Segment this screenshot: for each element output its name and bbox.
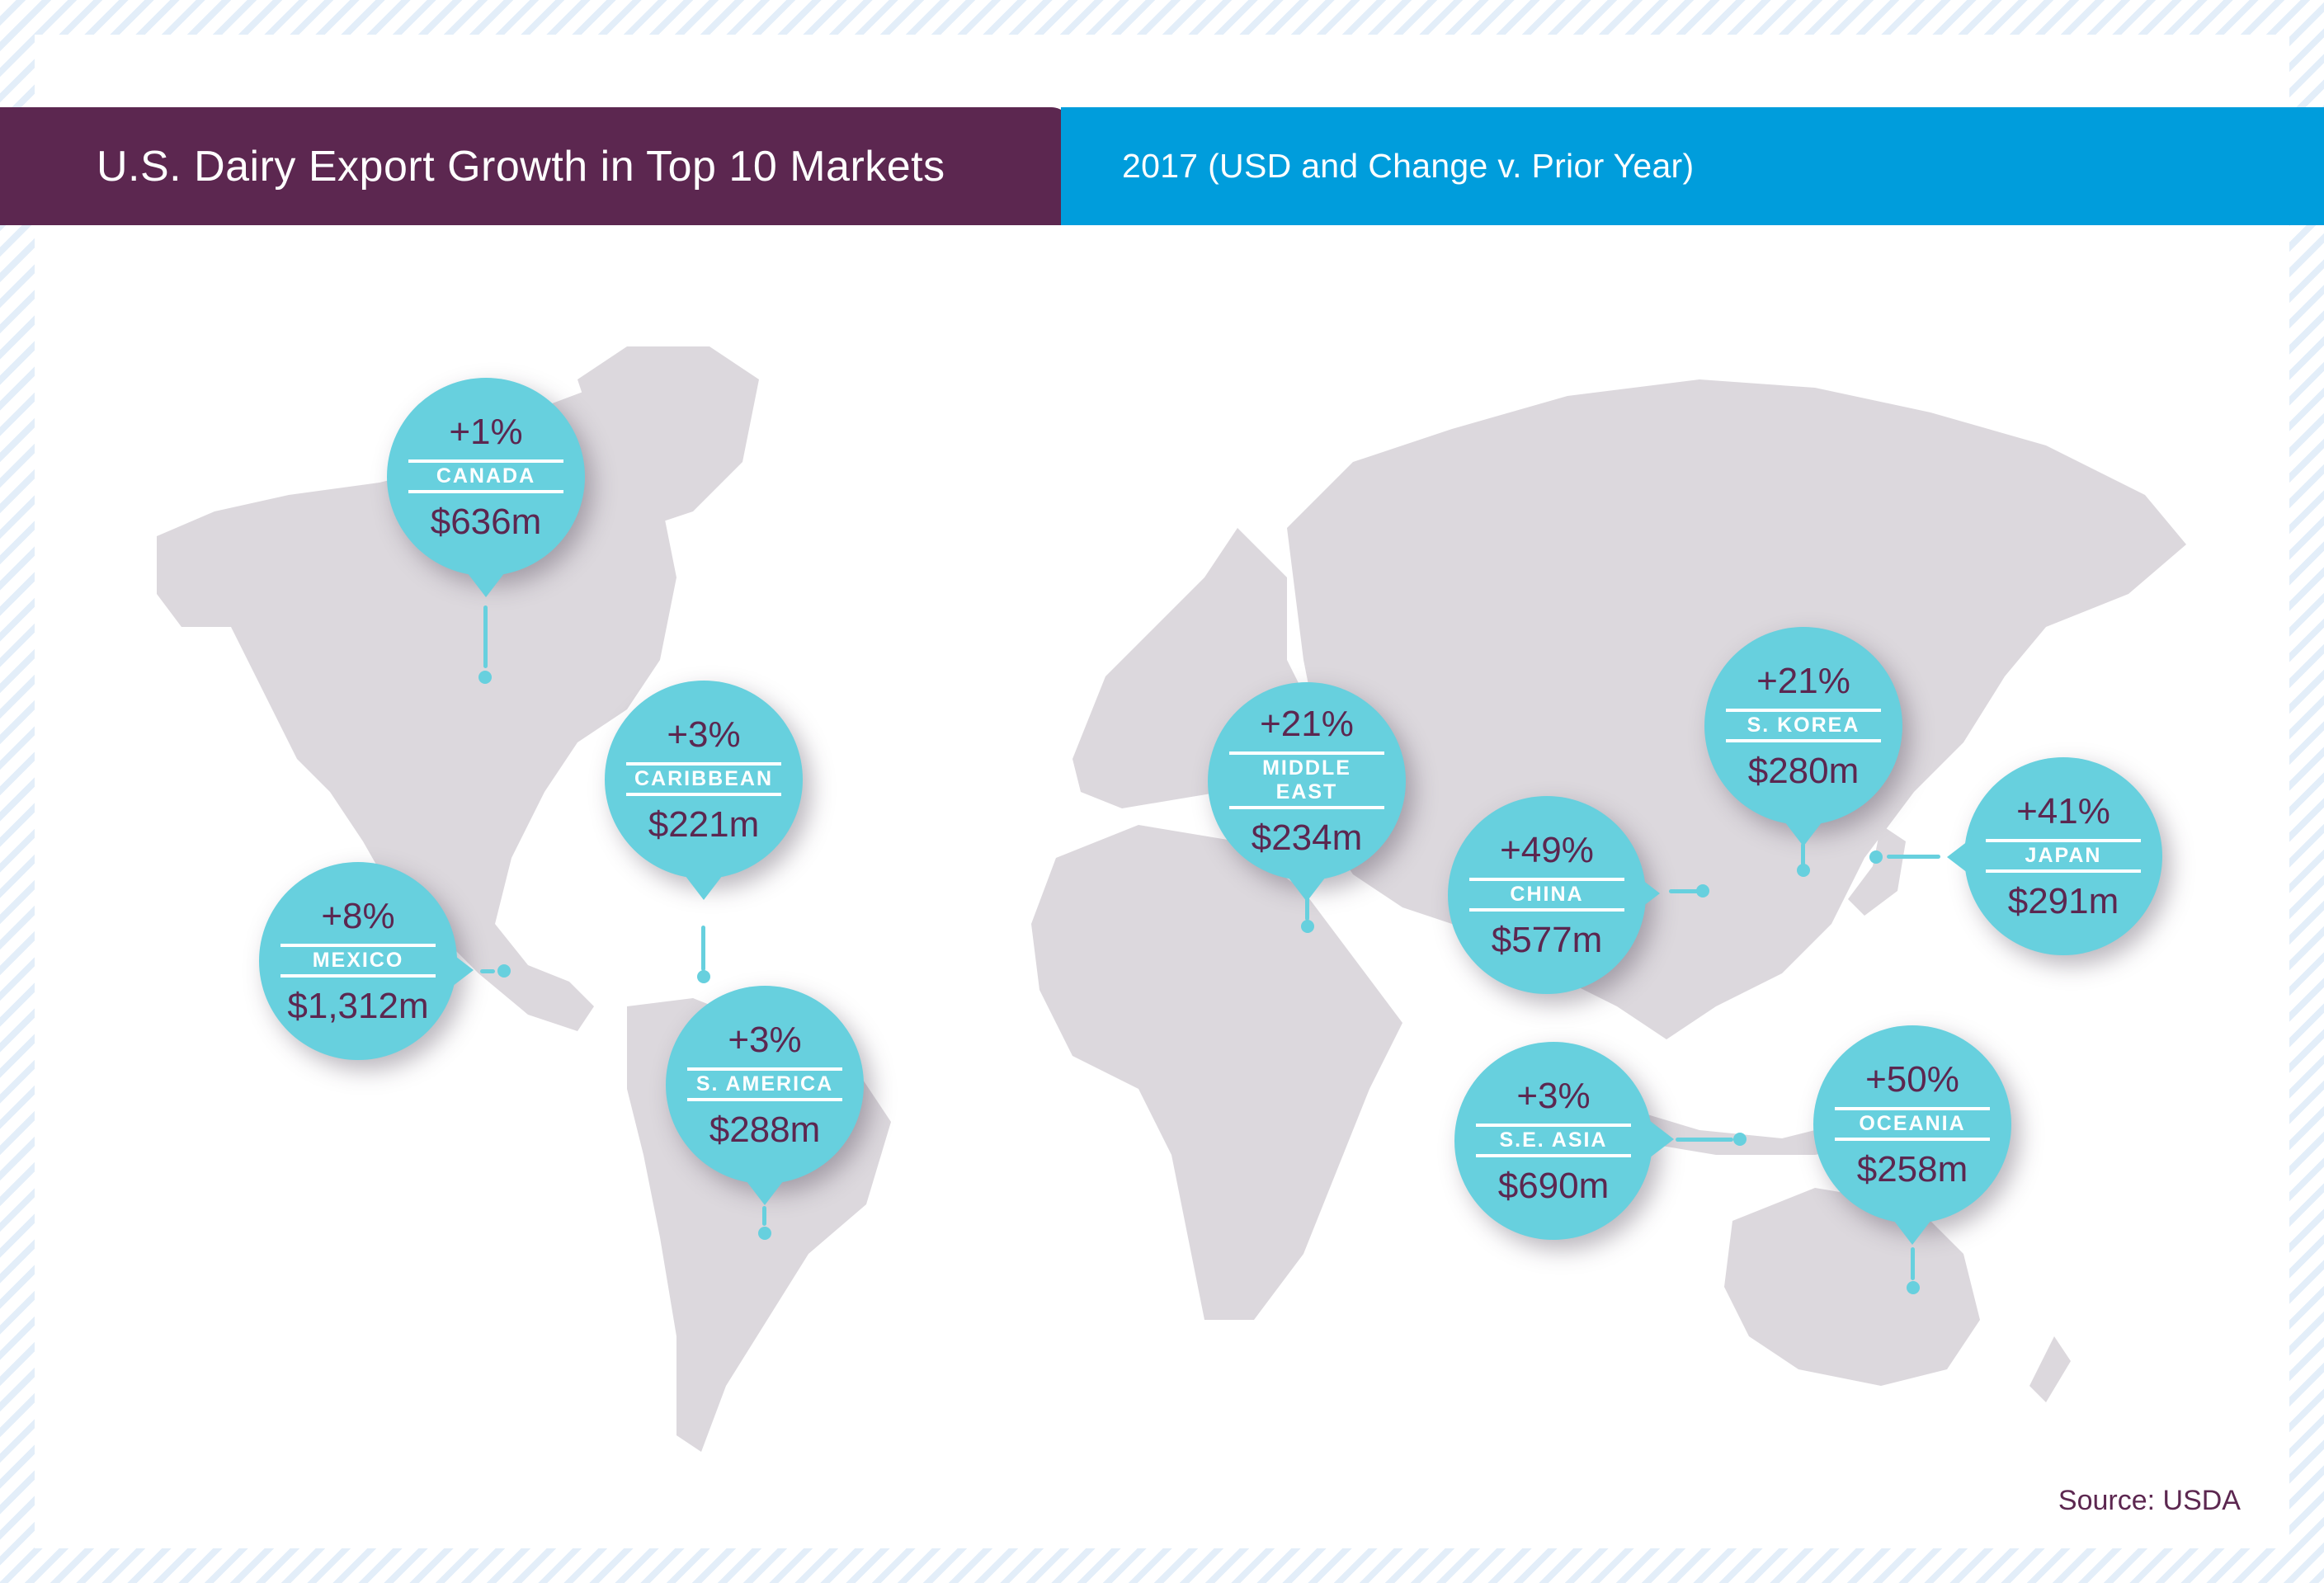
callout-pointer <box>682 872 725 900</box>
callout-pointer <box>1632 872 1660 915</box>
market-name: CARIBBEAN <box>626 761 781 796</box>
leader-line <box>1887 855 1940 859</box>
greenland <box>577 346 759 528</box>
export-value: $221m <box>648 803 760 845</box>
export-value: $291m <box>2007 880 2119 921</box>
callout-south-america: +3% S. AMERICA $288m <box>666 986 864 1184</box>
callout-pointer <box>464 569 507 597</box>
market-name: JAPAN <box>1986 838 2141 873</box>
leader-line <box>480 969 495 973</box>
location-dot <box>1907 1281 1920 1294</box>
header-title-bar: U.S. Dairy Export Growth in Top 10 Marke… <box>0 107 1072 225</box>
callout-oceania: +50% OCEANIA $258m <box>1813 1025 2011 1223</box>
export-value: $636m <box>430 501 542 542</box>
change-value: +49% <box>1500 829 1594 870</box>
callout-pointer <box>1947 836 1975 879</box>
market-name: OCEANIA <box>1835 1106 1990 1141</box>
market-name: MEXICO <box>280 943 436 978</box>
location-dot <box>1696 884 1709 898</box>
source-note: Source: USDA <box>2058 1485 2241 1516</box>
market-name: CHINA <box>1469 877 1624 912</box>
callout-caribbean: +3% CARIBBEAN $221m <box>605 681 803 879</box>
page-subtitle: 2017 (USD and Change v. Prior Year) <box>1122 147 1695 185</box>
change-value: +1% <box>449 411 523 452</box>
change-value: +3% <box>1516 1075 1591 1116</box>
callout-pointer <box>1782 818 1825 846</box>
callout-pointer <box>1891 1217 1934 1245</box>
location-dot <box>497 964 511 978</box>
callout-china: +49% CHINA $577m <box>1448 796 1646 994</box>
market-name: S.E. ASIA <box>1476 1123 1631 1157</box>
export-value: $280m <box>1747 750 1860 791</box>
japan <box>1848 825 1906 916</box>
location-dot <box>1733 1133 1747 1146</box>
export-value: $234m <box>1251 817 1363 858</box>
market-name: S. KOREA <box>1726 708 1881 742</box>
callout-pointer <box>1646 1118 1674 1161</box>
callout-pointer <box>445 949 474 992</box>
export-value: $288m <box>709 1109 821 1150</box>
market-name: S. AMERICA <box>687 1067 842 1101</box>
callout-canada: +1% CANADA $636m <box>387 378 585 576</box>
leader-line <box>701 926 705 971</box>
change-value: +3% <box>667 714 741 755</box>
market-name: CANADA <box>408 459 563 493</box>
change-value: +21% <box>1756 660 1850 701</box>
callout-southeast-asia: +3% S.E. ASIA $690m <box>1454 1042 1652 1240</box>
header-subtitle-bar: 2017 (USD and Change v. Prior Year) <box>1061 107 2324 225</box>
callout-japan: +41% JAPAN $291m <box>1964 757 2162 955</box>
leader-line <box>1801 843 1805 868</box>
market-name: MIDDLE EAST <box>1229 751 1384 809</box>
location-dot <box>758 1227 771 1240</box>
leader-line <box>1669 889 1702 893</box>
page-title: U.S. Dairy Export Growth in Top 10 Marke… <box>97 142 945 191</box>
location-dot <box>1869 850 1883 864</box>
export-value: $577m <box>1491 919 1603 960</box>
change-value: +50% <box>1865 1058 1959 1100</box>
location-dot <box>697 970 710 983</box>
change-value: +41% <box>2016 790 2110 832</box>
export-value: $258m <box>1856 1148 1968 1190</box>
leader-line <box>762 1206 766 1226</box>
leader-line <box>483 605 488 668</box>
callout-middle-east: +21% MIDDLE EAST $234m <box>1208 682 1406 880</box>
change-value: +3% <box>728 1019 802 1060</box>
leader-line <box>1305 896 1309 921</box>
change-value: +21% <box>1260 704 1354 744</box>
callout-pointer <box>743 1177 786 1205</box>
leader-line <box>1911 1247 1915 1280</box>
callout-mexico: +8% MEXICO $1,312m <box>259 862 457 1060</box>
new-zealand <box>2029 1336 2071 1402</box>
export-value: $690m <box>1497 1165 1610 1206</box>
leader-line <box>1676 1138 1733 1142</box>
africa <box>1031 825 1402 1320</box>
location-dot <box>1301 920 1314 933</box>
export-value: $1,312m <box>287 985 429 1026</box>
callout-south-korea: +21% S. KOREA $280m <box>1704 627 1902 825</box>
location-dot <box>478 671 492 684</box>
location-dot <box>1797 864 1810 877</box>
change-value: +8% <box>321 895 395 936</box>
